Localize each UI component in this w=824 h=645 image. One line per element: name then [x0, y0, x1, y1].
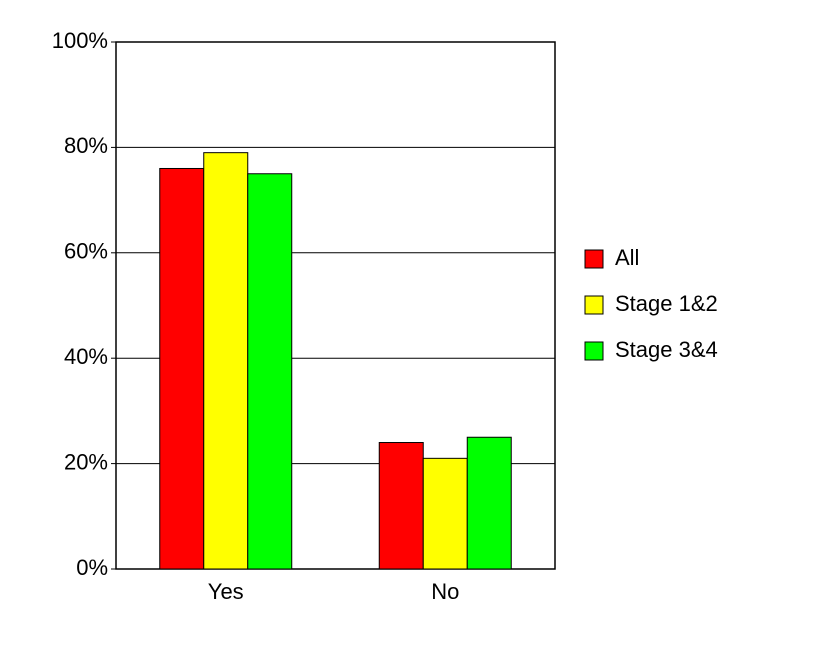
y-tick-label: 40% — [64, 344, 108, 369]
y-tick-label: 20% — [64, 449, 108, 474]
legend-label: Stage 1&2 — [615, 291, 718, 316]
bar — [247, 173, 293, 570]
bar — [203, 152, 249, 570]
y-tick-label: 100% — [52, 28, 108, 53]
plot-frame — [115, 41, 556, 570]
legend-swatch — [584, 249, 604, 269]
y-tick-label: 0% — [76, 555, 108, 580]
bar — [159, 167, 205, 570]
bar — [466, 436, 512, 570]
y-tick-label: 80% — [64, 133, 108, 158]
legend-swatch — [584, 341, 604, 361]
legend-label: Stage 3&4 — [615, 337, 718, 362]
legend-swatch — [584, 295, 604, 315]
bar — [378, 442, 424, 570]
x-tick-label: No — [431, 579, 459, 604]
legend-label: All — [615, 245, 639, 270]
bar — [422, 457, 468, 570]
x-tick-label: Yes — [208, 579, 244, 604]
y-tick-label: 60% — [64, 239, 108, 264]
